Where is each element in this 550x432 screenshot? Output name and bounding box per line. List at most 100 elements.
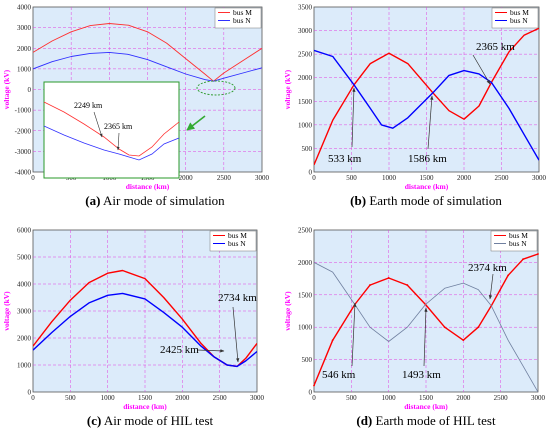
- chart-panel-d: 0 500 1000 1500 2000 2500 3000 0 500 1000 1500 2000…: [283, 227, 546, 429]
- panel-caption: (d) Earth mode of HIL test: [356, 413, 496, 428]
- caption-label: (b): [350, 193, 366, 208]
- series-line-bus-n: [314, 262, 538, 392]
- data-point: [331, 339, 334, 342]
- data-point: [522, 258, 524, 261]
- y-tick-label: 1000: [17, 65, 32, 73]
- x-tick-label: 2000: [456, 394, 471, 402]
- y-tick-label: 1000: [298, 324, 313, 332]
- data-point: [462, 339, 465, 342]
- x-tick-label: 1000: [101, 394, 116, 402]
- y-tick-label: 500: [302, 356, 313, 364]
- x-tick-label: 0: [31, 174, 35, 182]
- inset-annotation-arrow: [116, 132, 120, 151]
- y-axis-label: voltage (kV): [2, 291, 11, 331]
- y-tick-label: 2000: [298, 259, 313, 267]
- annotation-label: 1586 km: [408, 153, 447, 165]
- caption-label: (a): [85, 193, 100, 208]
- y-tick-label: 2000: [17, 335, 32, 343]
- data-point: [477, 326, 480, 329]
- y-tick-label: 4000: [17, 4, 32, 12]
- annotation-label: 2425 km: [160, 344, 199, 356]
- series-line-bus-m: [314, 253, 538, 386]
- x-axis-label: distance (km): [126, 182, 170, 191]
- y-tick-label: 6000: [17, 227, 32, 235]
- inset-annotation-arrow: [93, 111, 103, 138]
- y-tick-label: 1000: [17, 362, 32, 370]
- y-tick-label: 500: [302, 145, 313, 153]
- y-tick-label: 3500: [298, 4, 313, 12]
- annotation-arrow: [472, 54, 491, 85]
- data-point: [313, 384, 315, 387]
- x-tick-label: 2000: [179, 174, 194, 182]
- y-tick-label: 3000: [17, 308, 32, 316]
- caption-text: Air mode of HIL test: [101, 413, 213, 428]
- annotation-label: 2365 km: [476, 41, 515, 53]
- y-tick-label: 1500: [298, 291, 313, 299]
- annotation-arrow: [423, 307, 428, 367]
- data-point: [369, 284, 371, 286]
- x-tick-label: 0: [31, 394, 35, 402]
- y-tick-label: -4000: [15, 169, 32, 177]
- inset-frame: [43, 81, 180, 179]
- series-line-bus-n: [33, 292, 257, 368]
- caption-text: Earth mode of HIL test: [372, 413, 496, 428]
- zoom-inset: 2249 km 2365 km: [43, 81, 180, 179]
- annotation-label: 533 km: [328, 153, 362, 165]
- annotation-arrow: [488, 273, 494, 300]
- data-point: [537, 253, 539, 255]
- y-tick-label: 2500: [298, 227, 313, 235]
- annotation-arrow: [427, 95, 434, 150]
- caption-label: (c): [87, 413, 101, 428]
- inset-series-bus-m: [43, 101, 180, 157]
- y-tick-label: 5000: [17, 254, 32, 262]
- caption-text: Air mode of simulation: [100, 193, 225, 208]
- y-tick-label: -3000: [15, 148, 32, 156]
- inset-annotation-label: 2249 km: [74, 101, 103, 110]
- x-tick-label: 1000: [382, 394, 397, 402]
- x-tick-label: 3000: [255, 174, 270, 182]
- x-tick-label: 2500: [213, 394, 228, 402]
- legend-entry: bus M: [233, 8, 252, 17]
- chart-panel-b: 0 500 1000 1500 2000 2500 3000 0 500 1000 1500 2000…: [283, 4, 547, 209]
- x-tick-label: 2000: [457, 174, 472, 182]
- series-line-bus-n: [33, 51, 262, 82]
- legend-entry: bus N: [233, 16, 251, 25]
- x-tick-label: 500: [346, 174, 357, 182]
- zoom-region-ellipse: [196, 80, 236, 96]
- data-point: [387, 277, 390, 279]
- legend-entry: bus M: [510, 8, 529, 17]
- annotation-label: 1493 km: [402, 369, 441, 381]
- annotation-arrow: [232, 306, 240, 363]
- series-line-bus-m: [33, 23, 262, 82]
- panel-caption: (a) Air mode of simulation: [85, 193, 225, 208]
- legend-entry: bus M: [509, 231, 528, 240]
- x-tick-label: 1000: [382, 174, 397, 182]
- chart-panel-c: 0 500 1000 1500 2000 2500 3000 0 1000 2000 3000 400…: [2, 227, 265, 429]
- x-tick-label: 2000: [175, 394, 190, 402]
- y-tick-label: 2500: [298, 51, 313, 59]
- zoom-pointer-arrow: [186, 115, 206, 131]
- inset-series-bus-n: [43, 125, 180, 161]
- x-tick-label: 3000: [250, 394, 265, 402]
- y-tick-label: 3000: [298, 27, 313, 35]
- x-axis-label: distance (km): [405, 182, 449, 191]
- y-tick-label: 2000: [298, 74, 313, 82]
- y-tick-label: 0: [309, 169, 313, 177]
- y-tick-label: 1000: [298, 121, 313, 129]
- y-tick-label: 4000: [17, 281, 32, 289]
- annotation-label: 2734 km: [218, 292, 257, 304]
- legend-entry: bus N: [228, 239, 246, 248]
- x-tick-label: 0: [312, 174, 316, 182]
- x-axis-label: distance (km): [404, 402, 448, 411]
- y-axis-label: voltage (kV): [2, 69, 11, 109]
- x-tick-label: 1500: [419, 394, 434, 402]
- x-axis-label: distance (km): [123, 402, 167, 411]
- series-line-bus-m: [314, 27, 539, 166]
- panel-caption: (c) Air mode of HIL test: [87, 413, 214, 428]
- series-line-bus-n: [314, 49, 539, 161]
- legend-entry: bus N: [510, 16, 528, 25]
- caption-label: (d): [356, 413, 372, 428]
- data-point: [507, 274, 510, 277]
